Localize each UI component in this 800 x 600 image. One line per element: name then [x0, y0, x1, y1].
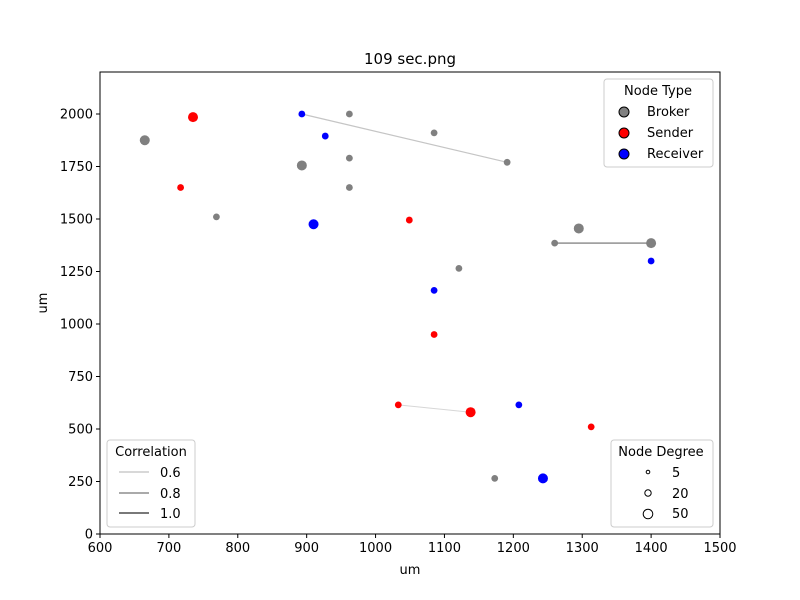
- legend-degree-50-marker: [642, 508, 654, 520]
- x-axis-label: um: [400, 563, 421, 578]
- node-sender: [177, 184, 185, 191]
- node-receiver: [430, 287, 438, 294]
- x-tick-label: 700: [156, 541, 181, 556]
- x-tick-label: 1100: [428, 541, 461, 556]
- node-sender: [587, 423, 595, 431]
- legend-receiver-label: Receiver: [647, 147, 704, 162]
- node-broker: [345, 110, 353, 118]
- legend-node-degree-title: Node Degree: [618, 445, 703, 460]
- legend-correlation: Correlation 0.6 0.8 1.0: [106, 439, 196, 528]
- y-tick-label: 500: [68, 423, 93, 438]
- node-broker: [646, 238, 657, 249]
- node-sender: [394, 401, 402, 409]
- y-tick-label: 1250: [60, 265, 93, 280]
- node-sender: [405, 216, 413, 224]
- legend-correlation-label-0-6: 0.6: [160, 466, 181, 481]
- x-tick-label: 600: [88, 541, 113, 556]
- y-tick-label: 1000: [60, 318, 93, 333]
- legend-correlation-label-1-0: 1.0: [160, 507, 181, 522]
- x-tick-label: 1200: [497, 541, 530, 556]
- node-receiver: [647, 257, 655, 265]
- node-broker: [213, 213, 220, 221]
- plot-frame: [99, 71, 721, 535]
- x-tick-label: 1500: [703, 541, 736, 556]
- node-broker: [345, 154, 353, 162]
- node-broker: [551, 239, 559, 247]
- node-broker: [296, 160, 307, 171]
- node-markers: [139, 110, 657, 484]
- legend-correlation-label-0-8: 0.8: [160, 487, 181, 502]
- x-tick-label: 1000: [359, 541, 392, 556]
- legend-degree-5-label: 5: [672, 466, 680, 481]
- legend-node-type: Node Type Broker Sender Receiver: [603, 78, 714, 168]
- node-receiver: [515, 401, 523, 409]
- legend-degree-20-label: 20: [672, 487, 689, 502]
- node-broker: [430, 129, 438, 137]
- node-broker: [491, 474, 499, 482]
- node-broker: [345, 184, 353, 191]
- legend-sender-marker: [618, 127, 630, 139]
- y-tick-label: 0: [85, 528, 93, 543]
- x-tick-label: 1400: [635, 541, 668, 556]
- node-sender: [430, 331, 438, 338]
- node-receiver: [321, 132, 329, 140]
- node-receiver: [298, 110, 306, 118]
- legend-correlation-title: Correlation: [115, 445, 187, 460]
- node-broker: [455, 264, 463, 272]
- y-tick-label: 750: [68, 370, 93, 385]
- legend-node-type-title: Node Type: [624, 84, 692, 99]
- node-receiver: [537, 473, 548, 484]
- y-tick-label: 1500: [60, 213, 93, 228]
- chart-title: 109 sec.png: [364, 50, 456, 68]
- y-tick-label: 1750: [60, 160, 93, 175]
- node-broker: [573, 223, 584, 234]
- legend-degree-20-marker: [644, 489, 652, 497]
- correlation-edges: [301, 113, 652, 413]
- y-tick-label: 250: [68, 475, 93, 490]
- node-sender: [188, 112, 198, 123]
- y-axis-ticks: 0 250 500 750 1000 1250 1500 1750 2000: [60, 108, 100, 543]
- node-receiver: [308, 219, 319, 230]
- legend-degree-5-marker: [645, 469, 651, 475]
- node-sender: [465, 407, 476, 418]
- correlation-edge: [398, 404, 471, 413]
- legend-broker-marker: [618, 106, 630, 118]
- legend-receiver-marker: [618, 148, 630, 160]
- legend-broker-label: Broker: [647, 105, 690, 120]
- y-axis-label: um: [36, 293, 51, 314]
- x-tick-label: 1300: [566, 541, 599, 556]
- legend-node-degree: Node Degree 5 20 50: [610, 439, 714, 528]
- x-axis-ticks: 600 700 800 900 1000 1100 1200 1300 1400 1500: [88, 534, 737, 556]
- node-broker: [139, 135, 150, 146]
- legend-degree-50-label: 50: [672, 507, 689, 522]
- legend-sender-label: Sender: [647, 126, 694, 141]
- y-tick-label: 2000: [60, 108, 93, 123]
- correlation-edge: [301, 113, 508, 163]
- x-tick-label: 800: [225, 541, 250, 556]
- x-tick-label: 900: [294, 541, 319, 556]
- node-broker: [503, 158, 511, 166]
